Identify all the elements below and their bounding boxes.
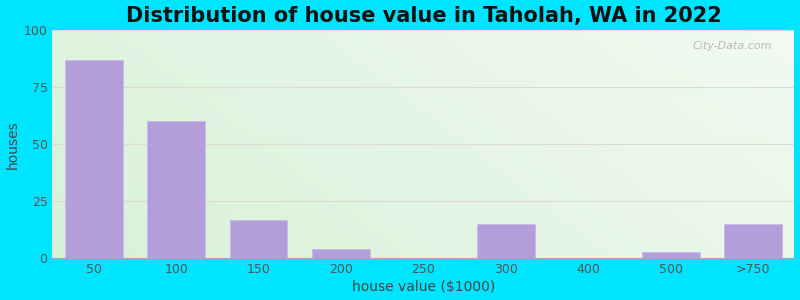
Bar: [230, 220, 287, 258]
Bar: [642, 252, 700, 258]
Bar: [477, 224, 534, 258]
Bar: [65, 60, 122, 258]
Y-axis label: houses: houses: [6, 120, 19, 169]
Bar: [312, 249, 370, 258]
Title: Distribution of house value in Taholah, WA in 2022: Distribution of house value in Taholah, …: [126, 6, 722, 26]
X-axis label: house value ($1000): house value ($1000): [352, 280, 495, 294]
Bar: [724, 224, 782, 258]
Text: City-Data.com: City-Data.com: [693, 41, 772, 51]
Bar: [147, 121, 205, 258]
